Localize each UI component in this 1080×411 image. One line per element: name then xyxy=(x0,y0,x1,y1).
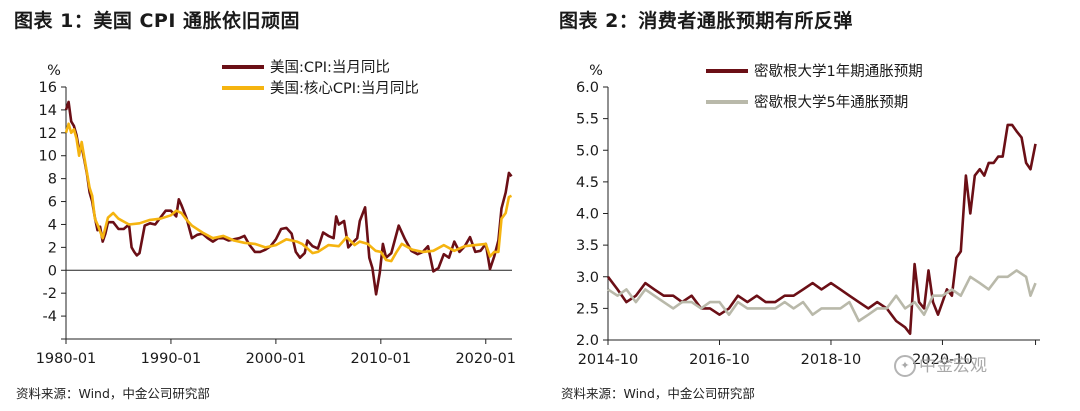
chart-2-y-tick-label: 4.5 xyxy=(576,175,599,191)
chart-1-legend-label-1: 美国:CPI:当月同比 xyxy=(270,59,390,76)
chart-1-y-tick-label: 2 xyxy=(48,240,57,256)
chart-1-y-tick-label: 12 xyxy=(39,126,57,142)
watermark: ✦ 中金宏观 xyxy=(894,351,987,377)
chart-1-y-tick-label: 16 xyxy=(39,80,57,96)
chart-1-x-tick-label: 2010-01 xyxy=(351,351,412,367)
chart-2-x-tick-label: 2020-10 xyxy=(912,352,973,368)
chart-2-legend-label-2: 密歇根大学5年通胀预期 xyxy=(754,94,908,111)
watermark-text: 中金宏观 xyxy=(919,356,987,376)
chart-2-y-tick-label: 3.5 xyxy=(576,238,599,254)
chart-1-x-tick-label: 2020-01 xyxy=(455,351,516,367)
chart-2-y-tick-label: 2.5 xyxy=(576,301,599,317)
watermark-logo-icon: ✦ xyxy=(894,355,916,377)
chart-1-y-tick-label: 4 xyxy=(48,217,57,233)
chart-1-y-tick-label: 6 xyxy=(48,195,57,211)
chart-1-legend-label-2: 美国:核心CPI:当月同比 xyxy=(270,80,419,97)
chart-1-y-tick-label: -2 xyxy=(43,286,57,302)
chart-2-y-tick-label: 5.0 xyxy=(576,143,599,159)
chart-1-y-tick-label: 14 xyxy=(39,103,57,119)
chart-2-y-tick-label: 6.0 xyxy=(576,80,599,96)
chart-1-y-tick-label: -4 xyxy=(43,309,57,325)
chart-2-y-tick-label: 3.0 xyxy=(576,270,599,286)
chart-2-title: 图表 2：消费者通胀预期有所反弹 xyxy=(559,10,853,32)
chart-panel-1: 图表 1：美国 CPI 通胀依旧顽固 -4 -2 0 2 4 6 8 10 12 14 16% 198… xyxy=(14,10,516,401)
chart-2-x-tick-label: 2018-10 xyxy=(801,352,862,368)
chart-1-svg: -4 -2 0 2 4 6 8 10 12 14 16% 1980-01 1990-01 2000-01 2… xyxy=(36,59,516,367)
chart-2-y-axis-label: % xyxy=(589,63,603,79)
chart-2-legend-label-1: 密歇根大学1年期通胀预期 xyxy=(754,63,923,80)
chart-1-x-tick-label: 2000-01 xyxy=(246,351,307,367)
chart-panel-2: 图表 2：消费者通胀预期有所反弹 2.0 2.5 3.0 3.5 4.0 4.5 5.0 5.… xyxy=(545,0,1080,411)
chart-2-series-line-1 xyxy=(606,123,1037,335)
chart-2-y-tick-label: 4.0 xyxy=(576,207,599,223)
chart-1-y-axis-label: % xyxy=(47,63,61,79)
chart-1-x-tick-label: 1990-01 xyxy=(141,351,202,367)
chart-1-source: 资料来源：Wind，中金公司研究部 xyxy=(16,386,210,401)
chart-1-x-tick-label: 1980-01 xyxy=(36,351,97,367)
chart-1-y-tick-label: 0 xyxy=(48,263,57,279)
chart-1-title: 图表 1：美国 CPI 通胀依旧顽固 xyxy=(14,10,301,32)
chart-1-y-tick-label: 10 xyxy=(39,149,57,165)
chart-2-svg: 2.0 2.5 3.0 3.5 4.0 4.5 5.0 5.5 6.0% 2014-10 2016-… xyxy=(576,63,1040,368)
chart-1-series-line-1 xyxy=(64,100,513,296)
chart-2-source: 资料来源：Wind，中金公司研究部 xyxy=(561,386,755,401)
chart-2-y-tick-label: 5.5 xyxy=(576,112,599,128)
chart-2-x-tick-label: 2014-10 xyxy=(578,352,639,368)
chart-2-x-tick-label: 2016-10 xyxy=(689,352,750,368)
chart-1-y-tick-label: 8 xyxy=(48,172,57,188)
chart-2-y-tick-label: 2.0 xyxy=(576,333,599,349)
chart-1-series-line-2 xyxy=(64,122,513,263)
chart-2-series-line-2 xyxy=(607,269,1037,323)
